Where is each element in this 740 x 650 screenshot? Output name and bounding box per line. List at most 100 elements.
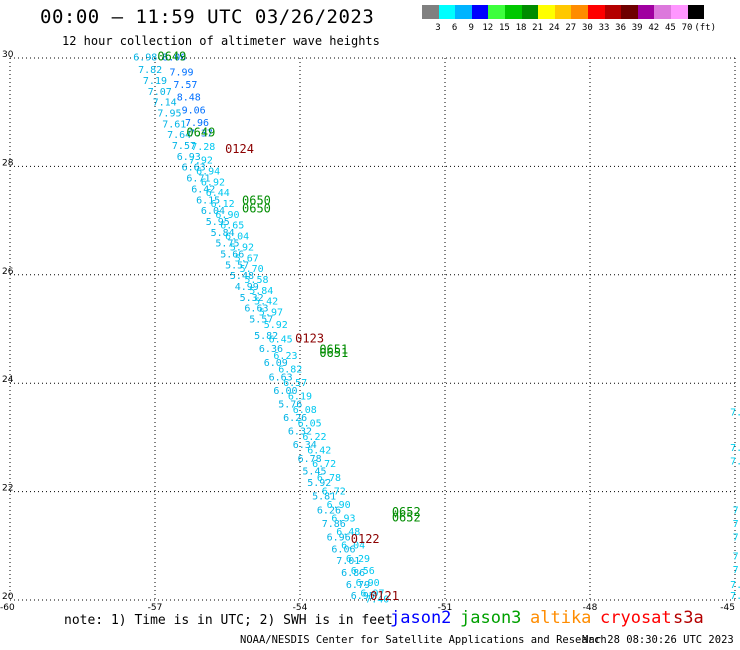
legend-label: 6 xyxy=(451,23,458,33)
pass-time-label: 0651 xyxy=(319,346,348,360)
swh-value-label: 5.42 xyxy=(254,297,278,308)
legend-swatch xyxy=(455,5,472,19)
swh-value-label: 6.15 xyxy=(196,195,220,206)
legend-swatch xyxy=(587,5,605,19)
swh-value-label: 5.57 xyxy=(249,314,273,325)
legend-swatch xyxy=(637,5,655,19)
legend-label: 9 xyxy=(468,23,474,33)
swh-value-label: 6.36 xyxy=(259,344,283,355)
credit-line: NOAA/NESDIS Center for Satellite Applica… xyxy=(240,634,607,646)
legend-label: 15 xyxy=(498,23,510,33)
swh-value-label: 5.48 xyxy=(230,271,254,282)
swh-value-label: 5.75 xyxy=(215,239,239,250)
page-title: 00:00 – 11:59 UTC 03/26/2023 xyxy=(40,6,375,28)
legend-label: 3 xyxy=(435,23,441,33)
pass-time-label: 0652 xyxy=(392,505,421,519)
swh-value-label: 6.57 xyxy=(283,378,307,389)
swh-value-label: 5.84 xyxy=(211,228,235,239)
pass-time-label: 0122 xyxy=(351,532,380,546)
legend-label: 42 xyxy=(648,23,660,33)
swh-value-label: 6.78 xyxy=(298,454,322,465)
swh-value-label: 5.67 xyxy=(235,253,259,264)
lon-tick-label: -48 xyxy=(583,603,598,613)
swh-value-label: 6.12 xyxy=(211,199,235,210)
color-legend: 3 6 9 12 15 18 21 24 27 30 33 36 39 42 45 70 (ft) xyxy=(422,5,716,33)
legend-label: 21 xyxy=(532,23,544,33)
swh-value-label: 6.42 xyxy=(307,446,331,457)
legend-swatch xyxy=(471,5,489,19)
legend-swatch xyxy=(670,5,688,19)
swh-value-label: 7.57 xyxy=(173,80,197,91)
swh-value-label: 6.71 xyxy=(186,174,210,185)
swh-value-label: 7.39 xyxy=(730,591,740,602)
sat-s3a: s3a xyxy=(673,608,704,628)
legend-swatch xyxy=(571,5,588,19)
swh-value-label: 6.23 xyxy=(273,351,297,362)
swh-value-label: 6.86 xyxy=(341,568,365,579)
swh-value-label: 7.14 xyxy=(153,98,177,109)
swh-value-label: 6.34 xyxy=(293,440,317,451)
swh-value-label: 7.92 xyxy=(189,156,213,167)
swh-value-label: 6.08 xyxy=(293,405,317,416)
pass-time-label: 0123 xyxy=(295,332,324,346)
sat-cryosat-label: cryosat xyxy=(600,608,672,628)
lon-tick-label: -51 xyxy=(438,603,453,613)
legend-label: 24 xyxy=(548,23,560,33)
swh-value-label: 7.71 xyxy=(730,580,740,591)
footer-note: note: 1) Time is in UTC; 2) SWH is in fe… xyxy=(64,613,393,628)
swh-value-label: 7.6 xyxy=(733,551,740,562)
sat-s3a-label: s3a xyxy=(673,608,704,628)
swh-value-label: 5.66 xyxy=(220,249,244,260)
lat-tick-label: 28 xyxy=(2,158,14,168)
legend-label: 27 xyxy=(565,23,577,33)
swh-value-label: 6.45 xyxy=(269,335,293,346)
legend-swatch xyxy=(687,5,705,19)
pass-time-label: 0652 xyxy=(392,510,421,524)
swh-value-label: 6.92 xyxy=(201,177,225,188)
legend-label: 12 xyxy=(482,23,494,33)
swh-value-label: 7.2 xyxy=(733,519,740,530)
generated-time: Mar 28 08:30:26 UTC 2023 xyxy=(582,634,734,646)
swh-value-label: 7.86 xyxy=(322,519,346,530)
swh-value-label: 6.04 xyxy=(341,541,365,552)
swh-value-label: 5.92 xyxy=(307,478,331,489)
swh-value-label: 7.57 xyxy=(172,141,196,152)
swh-value-label: 6.79 xyxy=(346,580,370,591)
sat-jason2: jason2 xyxy=(390,608,451,628)
swh-value-label: 6.26 xyxy=(283,413,307,424)
pass-time-label: 0650 xyxy=(242,193,271,207)
swh-value-label: 6.94 xyxy=(196,167,220,178)
swh-value-label: 8.06 xyxy=(162,53,186,64)
swh-value-label: 5.84 xyxy=(249,286,273,297)
swh-value-label: 6.56 xyxy=(351,566,375,577)
swh-value-label: 6.06 xyxy=(331,544,355,555)
legend-swatch xyxy=(621,5,638,19)
lon-tick-label: -60 xyxy=(0,603,15,613)
pass-time-label: 0650 xyxy=(242,201,271,215)
swh-value-label: 6.65 xyxy=(220,221,244,232)
swh-value-label: 5.76 xyxy=(278,400,302,411)
legend-unit: (ft) xyxy=(694,23,717,33)
legend-swatch xyxy=(521,5,539,19)
swh-value-label: 6.04 xyxy=(201,206,225,217)
lon-tick-label: -54 xyxy=(293,603,308,613)
swh-value-label: 8.48 xyxy=(177,92,201,103)
legend-label: 39 xyxy=(631,23,643,33)
lat-tick-label: 30 xyxy=(2,50,14,60)
pass-time-label: 0651 xyxy=(319,342,348,356)
swh-value-label: 5.70 xyxy=(240,264,264,275)
swh-value-label: 5.95 xyxy=(206,217,230,228)
swh-value-label: 7.19 xyxy=(143,76,167,87)
swh-value-label: 5.57 xyxy=(225,260,249,271)
swh-value-label: 5.45 xyxy=(302,466,326,477)
swh-value-label: 7.28 xyxy=(191,142,215,153)
swh-value-label: 6.72 xyxy=(322,486,346,497)
swh-value-label: 6.98 xyxy=(133,53,157,64)
legend-swatch xyxy=(438,5,456,19)
swh-value-label: 7.01 xyxy=(336,556,360,567)
swh-value-label: 6.00 xyxy=(273,386,297,397)
swh-value-label: 7. xyxy=(730,457,740,468)
swh-value-label: 6.26 xyxy=(317,505,341,516)
swh-value-label: 6.05 xyxy=(298,419,322,430)
swh-value-label: 7.82 xyxy=(138,65,162,76)
